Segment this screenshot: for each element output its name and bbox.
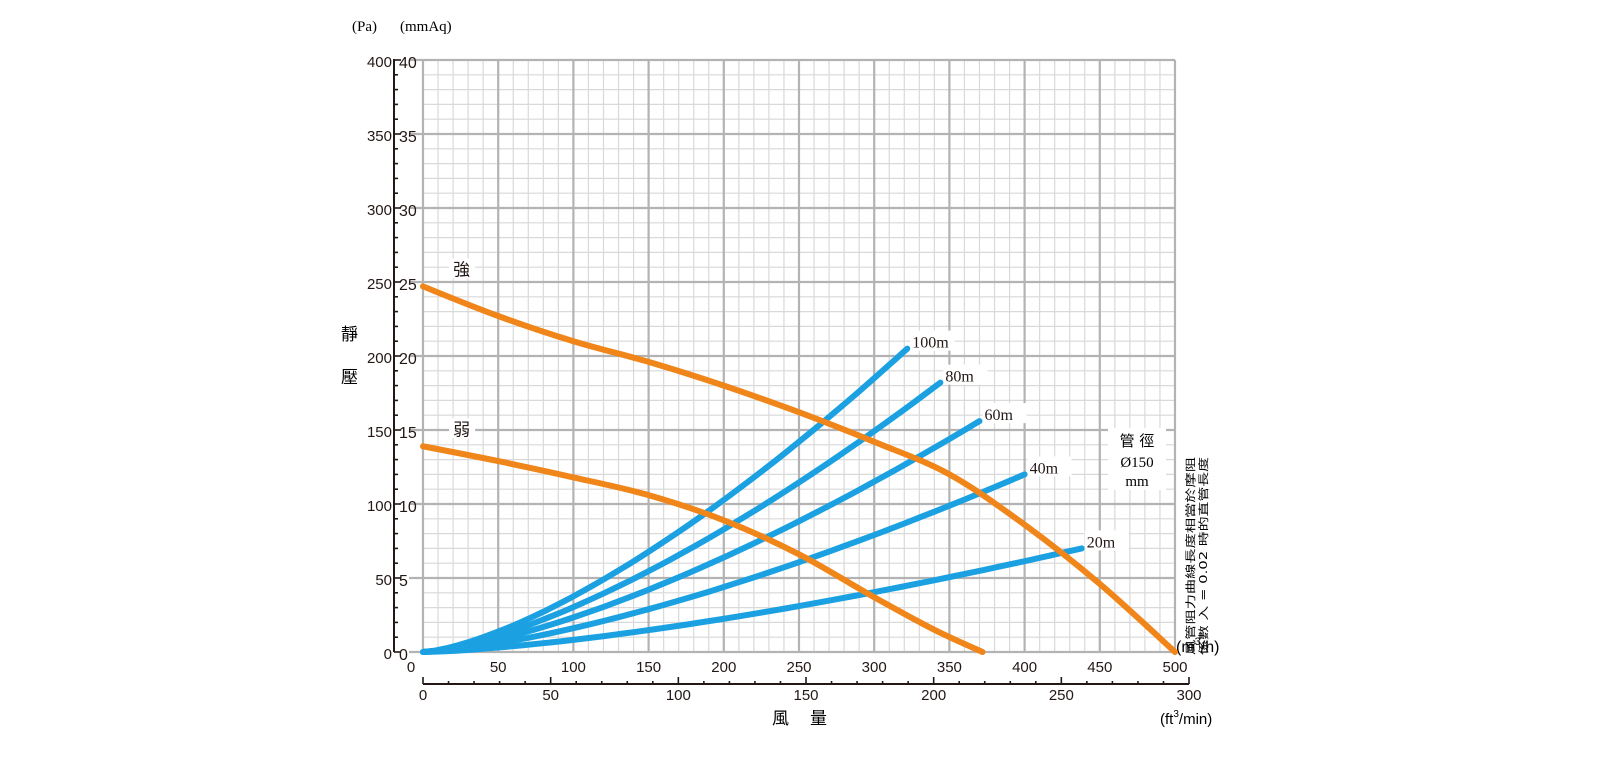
x-unit-ftmin-base: (ft (1160, 711, 1174, 728)
ftmin-tick-label: 50 (542, 687, 559, 704)
ftmin-tick-label: 250 (1049, 687, 1074, 704)
mmaq-tick-label: 25 (399, 277, 417, 294)
x-unit-ftmin-tail: /min) (1179, 711, 1212, 728)
resistance-curve-80m (420, 379, 944, 655)
y-unit-pa: (Pa) (352, 19, 377, 35)
fan-curve-strong (420, 283, 1178, 655)
y-unit-mmaq: (mmAq) (400, 19, 452, 35)
fan-curve-weak (420, 443, 986, 655)
m3h-tick-label: 50 (490, 659, 507, 676)
ftmin-tick-label: 200 (921, 687, 946, 704)
mmaq-tick-label: 35 (399, 129, 417, 146)
resistance-note: 風管阻力曲線長度相當於摩阻 係數 入 = 0.02 時的直管長度 (1184, 456, 1210, 655)
series-label-bg (1084, 530, 1129, 551)
m3h-tick-labels: 0 50 100 150 200 250 300 350 400 450 500 (407, 659, 1188, 676)
fan-label-bg (449, 418, 476, 439)
y-axis-label-2: 壓 (341, 368, 358, 388)
fan-label-weak: 弱 (453, 420, 470, 440)
pa-tick-label: 250 (367, 276, 392, 293)
series-label-bg (943, 364, 988, 385)
mmaq-tick-label: 10 (399, 499, 417, 516)
pipe-annotation-bg (1108, 428, 1166, 490)
mmaq-tick-label: 20 (399, 351, 417, 368)
fan-label-strong: 強 (453, 260, 470, 280)
m3h-tick-label: 300 (862, 659, 887, 676)
y-axis-label-1: 靜 (341, 325, 358, 345)
m3h-tick-label: 250 (786, 659, 811, 676)
mmaq-tick-label: 5 (399, 573, 408, 590)
series-labels: 100m 80m 60m 40m 20m 強弱 (449, 258, 1129, 551)
pa-tick-label: 0 (384, 646, 392, 663)
pa-axis (393, 59, 401, 653)
ftmin-tick-label: 100 (666, 687, 691, 704)
pa-tick-label: 50 (375, 572, 392, 589)
x-unit-m3h-base: (m (1176, 639, 1195, 656)
resistance-curve-20m (420, 545, 1085, 655)
m3h-tick-label: 500 (1162, 659, 1187, 676)
ftmin-tick-label: 0 (419, 687, 427, 704)
series-label-bg (982, 403, 1027, 424)
resistance-curve-60m (420, 418, 983, 655)
m3h-tick-label: 0 (407, 659, 415, 676)
m3h-tick-label: 400 (1012, 659, 1037, 676)
pa-tick-label: 150 (367, 424, 392, 441)
series-label-bg (1027, 456, 1072, 477)
m3h-tick-label: 350 (937, 659, 962, 676)
x-unit-m3h-tail: /h) (1201, 639, 1220, 656)
mmaq-tick-label: 30 (399, 203, 417, 220)
mmaq-tick-label: 0 (399, 647, 408, 664)
pipe-diameter-label: 管 徑 (1120, 432, 1155, 450)
pipe-diameter-value: Ø150 (1120, 455, 1153, 471)
ftmin-tick-label: 300 (1176, 687, 1201, 704)
resistance-curves (420, 345, 1085, 655)
ftmin-tick-labels: 0 50 100 150 200 250 300 (419, 687, 1202, 704)
pa-tick-label: 400 (367, 54, 392, 71)
pa-tick-label: 100 (367, 498, 392, 515)
mmaq-tick-label: 40 (399, 55, 417, 72)
pa-tick-labels: 0 50 100 150 200 250 300 350 400 (367, 54, 392, 663)
ftmin-tick-label: 150 (793, 687, 818, 704)
m3h-tick-label: 100 (561, 659, 586, 676)
m3h-tick-label: 450 (1087, 659, 1112, 676)
mmaq-tick-labels: 0 5 10 15 20 25 30 35 40 (399, 55, 417, 664)
x-unit-m3h: (m3/h) (1176, 636, 1219, 656)
x-unit-ftmin: (ft3/min) (1160, 709, 1212, 728)
ftmin-axis (422, 677, 1190, 685)
series-label-20m: 20m (1087, 534, 1116, 551)
resistance-note-line-1: 風管阻力曲線長度相當於摩阻 (1184, 456, 1197, 655)
x-axis-label-1: 風 (772, 709, 789, 729)
resistance-curve-100m (420, 345, 911, 655)
m3h-tick-label: 200 (711, 659, 736, 676)
series-label-80m: 80m (945, 369, 974, 386)
fan-label-bg (449, 258, 476, 279)
resistance-curve-40m (420, 471, 1028, 655)
m3h-tick-label: 150 (636, 659, 661, 676)
mmaq-tick-label: 15 (399, 425, 417, 442)
pipe-diameter-unit: mm (1125, 474, 1149, 490)
grid-major (409, 58, 1177, 654)
pa-tick-label: 300 (367, 202, 392, 219)
resistance-note-line-2: 係數 入 = 0.02 時的直管長度 (1197, 456, 1210, 655)
fan-curves (420, 283, 1178, 655)
pa-tick-label: 350 (367, 128, 392, 145)
x-unit-m3h-sup: 3 (1195, 636, 1201, 648)
pa-tick-label: 200 (367, 350, 392, 367)
series-label-100m: 100m (912, 335, 949, 352)
series-label-60m: 60m (984, 407, 1013, 424)
x-axis-label-2: 量 (810, 709, 827, 729)
x-unit-ftmin-sup: 3 (1173, 709, 1179, 720)
series-label-40m: 40m (1030, 460, 1059, 477)
series-label-bg (910, 330, 955, 351)
